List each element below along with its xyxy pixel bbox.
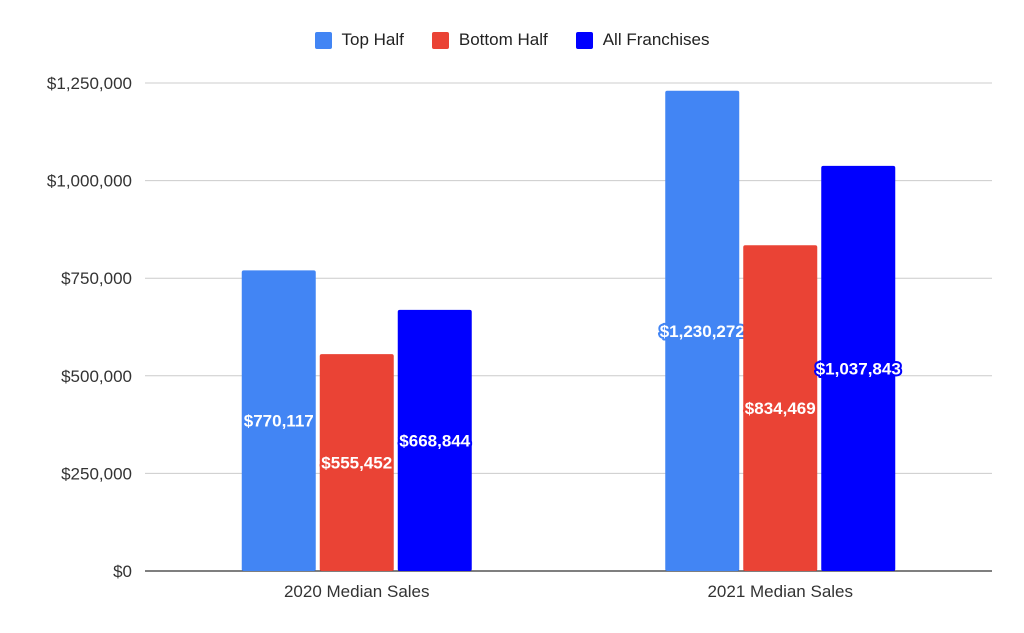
data-label: $834,469 [745, 399, 816, 418]
data-label: $770,117 [244, 412, 314, 431]
bar-bottom-half [319, 354, 394, 571]
y-tick-label: $1,250,000 [47, 74, 132, 93]
legend-swatch-all-franchises [575, 31, 593, 49]
x-tick-label: 2020 Median Sales [284, 582, 430, 601]
bar-all-franchises [821, 165, 896, 571]
legend-swatch-bottom-half [431, 31, 449, 49]
legend-item-bottom-half: Bottom Half [431, 30, 548, 50]
data-label: $1,037,843 [816, 359, 901, 378]
legend-label-bottom-half: Bottom Half [458, 30, 548, 49]
bar-top-half [665, 90, 740, 571]
bar-all-franchises [397, 309, 472, 571]
legend-item-all-franchises: All Franchises [575, 30, 710, 50]
data-label: $668,844 [399, 431, 470, 450]
y-tick-label: $1,000,000 [47, 172, 132, 191]
y-tick-label: $500,000 [61, 367, 132, 386]
y-tick-label: $250,000 [61, 464, 132, 483]
x-tick-label: 2021 Median Sales [707, 582, 853, 601]
legend-label-all-franchises: All Franchises [602, 30, 710, 49]
data-label: $555,452 [321, 454, 392, 473]
y-tick-label: $0 [113, 562, 132, 581]
legend-label-top-half: Top Half [341, 30, 404, 49]
y-tick-label: $750,000 [61, 269, 132, 288]
legend-item-top-half: Top Half [314, 30, 404, 50]
bar-bottom-half [743, 245, 818, 571]
data-label: $1,230,272 [660, 322, 745, 341]
bar-top-half [241, 270, 316, 571]
legend: Top Half Bottom Half All Franchises [0, 30, 1024, 50]
legend-swatch-top-half [314, 31, 332, 49]
